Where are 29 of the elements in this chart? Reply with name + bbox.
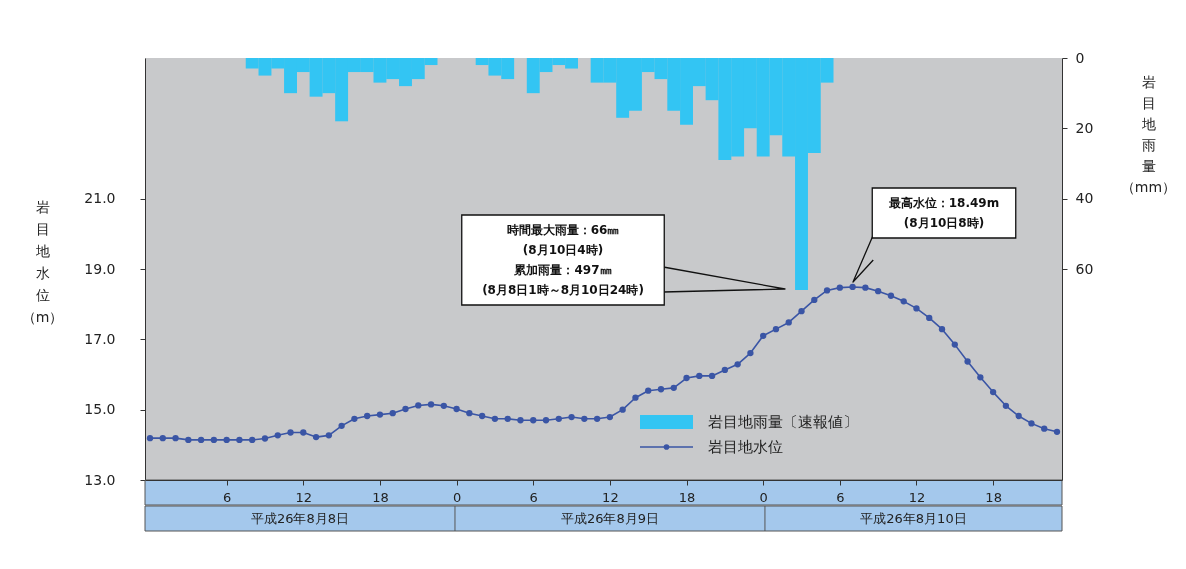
x-tick-label: 6 [836, 489, 845, 505]
x-tick-label: 0 [452, 489, 462, 505]
x-tick-label: 0 [759, 489, 768, 505]
x-tick-label: 12 [908, 489, 926, 505]
x-tick-label: 6 [223, 489, 232, 505]
y2-tick-label: 0 [1075, 49, 1085, 66]
x-tick-label: 18 [985, 489, 1002, 505]
x-tick-label: 18 [678, 489, 696, 505]
text: 平成26年8月8日 [250, 511, 350, 526]
text: 平成26年8月9日 [560, 511, 659, 526]
x-tick-label: 6 [529, 489, 538, 505]
y2-axis-title: 岩目地雨量（mm） [1120, 73, 1177, 195]
y-tick-label: 19.0 [84, 260, 116, 277]
y2-tick-label: 60 [1075, 260, 1094, 277]
y-tick-label: 13.0 [84, 471, 116, 488]
legend-label: 岩目地雨量〔速報値〕 [708, 413, 858, 431]
y2-tick-label: 40 [1075, 190, 1094, 207]
text: 平成26年8月10日 [860, 511, 967, 526]
annotation: 時間最大雨量：66㎜ (8月10日4時) 累加雨量：497㎜ (8月8日1時～8月10日24時) [482, 223, 644, 297]
annotation: 最高水位：18.49m (8月10日8時) [887, 196, 1000, 230]
y-axis-title: 岩目地水位（m） [21, 198, 64, 325]
legend-label: 岩目地水位 [708, 438, 783, 456]
y-tick-label: 21.0 [84, 190, 116, 207]
x-tick-label: 18 [372, 489, 389, 505]
x-tick-label: 12 [295, 489, 313, 505]
y-tick-label: 15.0 [84, 401, 116, 418]
y2-tick-label: 20 [1075, 119, 1094, 136]
x-tick-label: 12 [602, 489, 619, 505]
y-tick-label: 17.0 [84, 330, 116, 347]
